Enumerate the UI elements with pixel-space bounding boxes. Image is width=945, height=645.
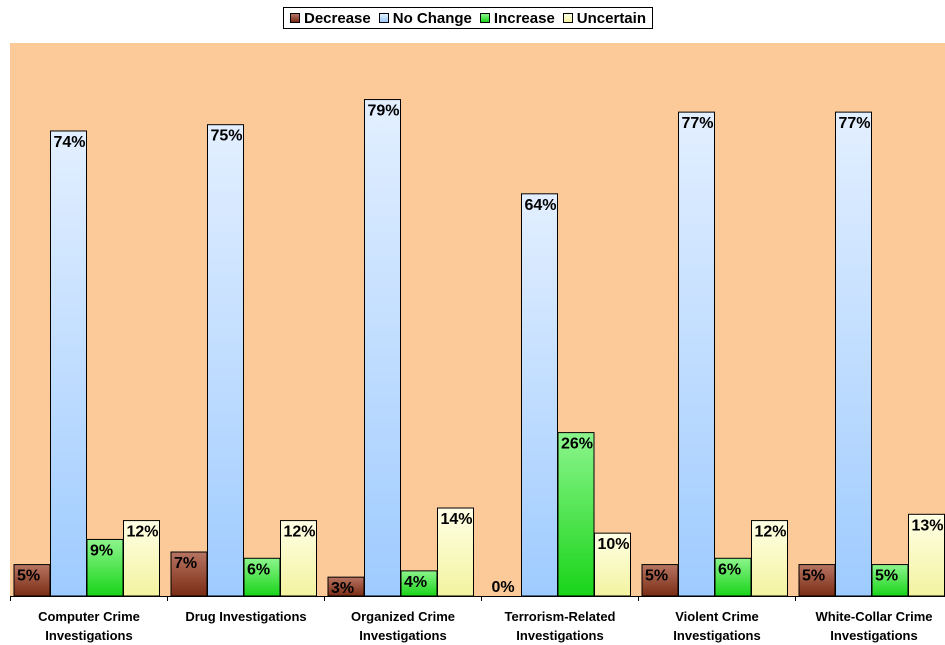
value-label-uncertain-terrorism-related-investigations: 10% <box>598 536 630 553</box>
value-label-no-change-violent-crime-investigations: 77% <box>682 115 714 132</box>
value-label-no-change-terrorism-related-investigations: 64% <box>525 197 557 214</box>
bar-uncertain-computer-crime-investigations <box>123 520 160 597</box>
value-label-no-change-drug-investigations: 75% <box>211 128 243 145</box>
legend-swatch-no-change <box>378 13 389 23</box>
bar-decrease-violent-crime-investigations <box>641 564 679 597</box>
legend-label-uncertain: Uncertain <box>576 9 646 27</box>
value-label-no-change-organized-crime-investigations: 79% <box>368 103 400 120</box>
bar-uncertain-violent-crime-investigations <box>751 520 788 597</box>
bar-no-change-drug-investigations <box>207 124 244 597</box>
legend-swatch-uncertain <box>562 13 573 23</box>
bar-decrease-white-collar-crime-investigations <box>798 564 836 597</box>
bar-uncertain-terrorism-related-investigations <box>594 532 631 597</box>
bar-no-change-organized-crime-investigations <box>364 99 401 597</box>
bar-uncertain-drug-investigations <box>280 520 317 597</box>
value-label-uncertain-white-collar-crime-investigations: 13% <box>912 517 944 534</box>
value-label-no-change-computer-crime-investigations: 74% <box>54 134 86 151</box>
plot-area <box>10 43 945 596</box>
legend-label-increase: Increase <box>493 9 555 27</box>
value-label-increase-violent-crime-investigations: 6% <box>718 561 741 578</box>
bar-no-change-computer-crime-investigations <box>50 130 87 597</box>
bar-no-change-terrorism-related-investigations <box>521 193 558 597</box>
bar-increase-violent-crime-investigations <box>714 557 752 597</box>
x-tick-label-organized-crime-investigations: Organized Crime Investigations <box>351 609 455 643</box>
bar-no-change-white-collar-crime-investigations <box>835 111 872 597</box>
legend-item-no-change: No Change <box>378 9 472 27</box>
legend-item-increase: Increase <box>479 9 555 27</box>
value-label-increase-white-collar-crime-investigations: 5% <box>875 568 898 585</box>
x-tick-label-terrorism-related-investigations: Terrorism-Related Investigations <box>504 609 615 643</box>
x-tick-label-computer-crime-investigations: Computer Crime Investigations <box>38 609 140 643</box>
legend-item-uncertain: Uncertain <box>562 9 646 27</box>
bar-decrease-computer-crime-investigations <box>13 564 51 597</box>
value-label-increase-organized-crime-investigations: 4% <box>404 574 427 591</box>
x-tick-label-violent-crime-investigations: Violent Crime Investigations <box>673 609 760 643</box>
value-label-decrease-computer-crime-investigations: 5% <box>17 568 40 585</box>
value-label-uncertain-organized-crime-investigations: 14% <box>441 511 473 528</box>
legend-swatch-decrease <box>290 13 300 23</box>
x-tick-label-white-collar-crime-investigations: White-Collar Crime Investigations <box>815 609 932 643</box>
bar-uncertain-organized-crime-investigations <box>437 507 474 597</box>
legend-item-decrease: Decrease <box>290 10 371 27</box>
bar-increase-terrorism-related-investigations <box>557 432 595 597</box>
value-label-uncertain-drug-investigations: 12% <box>284 524 316 541</box>
value-label-decrease-violent-crime-investigations: 5% <box>645 568 668 585</box>
value-label-uncertain-violent-crime-investigations: 12% <box>755 524 787 541</box>
value-label-increase-terrorism-related-investigations: 26% <box>561 436 593 453</box>
value-label-uncertain-computer-crime-investigations: 12% <box>127 524 159 541</box>
value-label-decrease-terrorism-related-investigations: 0% <box>491 579 514 596</box>
x-tick-label-drug-investigations: Drug Investigations <box>185 609 306 624</box>
value-label-no-change-white-collar-crime-investigations: 77% <box>839 115 871 132</box>
legend-swatch-increase <box>479 13 490 23</box>
value-label-decrease-organized-crime-investigations: 3% <box>331 580 354 597</box>
value-label-decrease-drug-investigations: 7% <box>174 555 197 572</box>
legend-label-decrease: Decrease <box>304 9 371 27</box>
chart-legend: Decrease No Change Increase Uncertain <box>283 7 653 29</box>
value-label-increase-computer-crime-investigations: 9% <box>90 542 113 559</box>
value-label-decrease-white-collar-crime-investigations: 5% <box>802 568 825 585</box>
value-label-increase-drug-investigations: 6% <box>247 561 270 578</box>
legend-label-no-change: No Change <box>392 9 472 27</box>
bar-no-change-violent-crime-investigations <box>678 111 715 597</box>
